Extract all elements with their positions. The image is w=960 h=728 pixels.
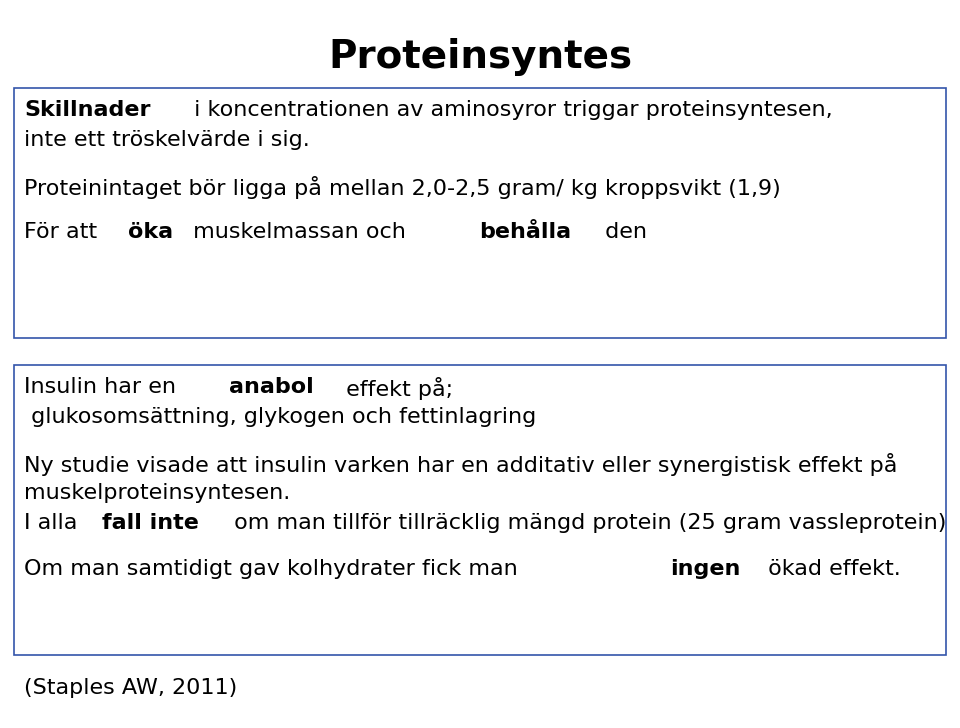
Text: Ny studie visade att insulin varken har en additativ eller synergistisk effekt p: Ny studie visade att insulin varken har … [24,453,898,476]
Text: ingen: ingen [670,559,741,579]
Text: muskelproteinsyntesen.: muskelproteinsyntesen. [24,483,290,503]
Text: Proteinintaget bör ligga på mellan 2,0-2,5 gram/ kg kroppsvikt (1,9): Proteinintaget bör ligga på mellan 2,0-2… [24,176,780,199]
Text: behålla: behålla [479,222,571,242]
Text: den: den [597,222,646,242]
Text: I alla: I alla [24,513,84,533]
Text: Proteinsyntes: Proteinsyntes [328,38,632,76]
Text: om man tillför tillräcklig mängd protein (25 gram vassleprotein): om man tillför tillräcklig mängd protein… [228,513,947,533]
Text: glukosomsättning, glykogen och fettinlagring: glukosomsättning, glykogen och fettinlag… [24,407,537,427]
Bar [14,365,946,655]
Text: Insulin har en: Insulin har en [24,377,183,397]
Text: effekt på;: effekt på; [339,377,453,400]
Text: Om man samtidigt gav kolhydrater fick man: Om man samtidigt gav kolhydrater fick ma… [24,559,525,579]
Text: inte ett tröskelvärde i sig.: inte ett tröskelvärde i sig. [24,130,310,150]
Bar [14,88,946,338]
Text: För att: För att [24,222,105,242]
Text: ökad effekt.: ökad effekt. [761,559,900,579]
Text: fall inte: fall inte [102,513,199,533]
Text: anabol: anabol [229,377,314,397]
Text: i koncentrationen av aminosyror triggar proteinsyntesen,: i koncentrationen av aminosyror triggar … [187,100,833,120]
Text: (Staples AW, 2011): (Staples AW, 2011) [24,678,237,698]
Text: öka: öka [128,222,173,242]
Text: Skillnader: Skillnader [24,100,151,120]
Text: muskelmassan och: muskelmassan och [186,222,413,242]
